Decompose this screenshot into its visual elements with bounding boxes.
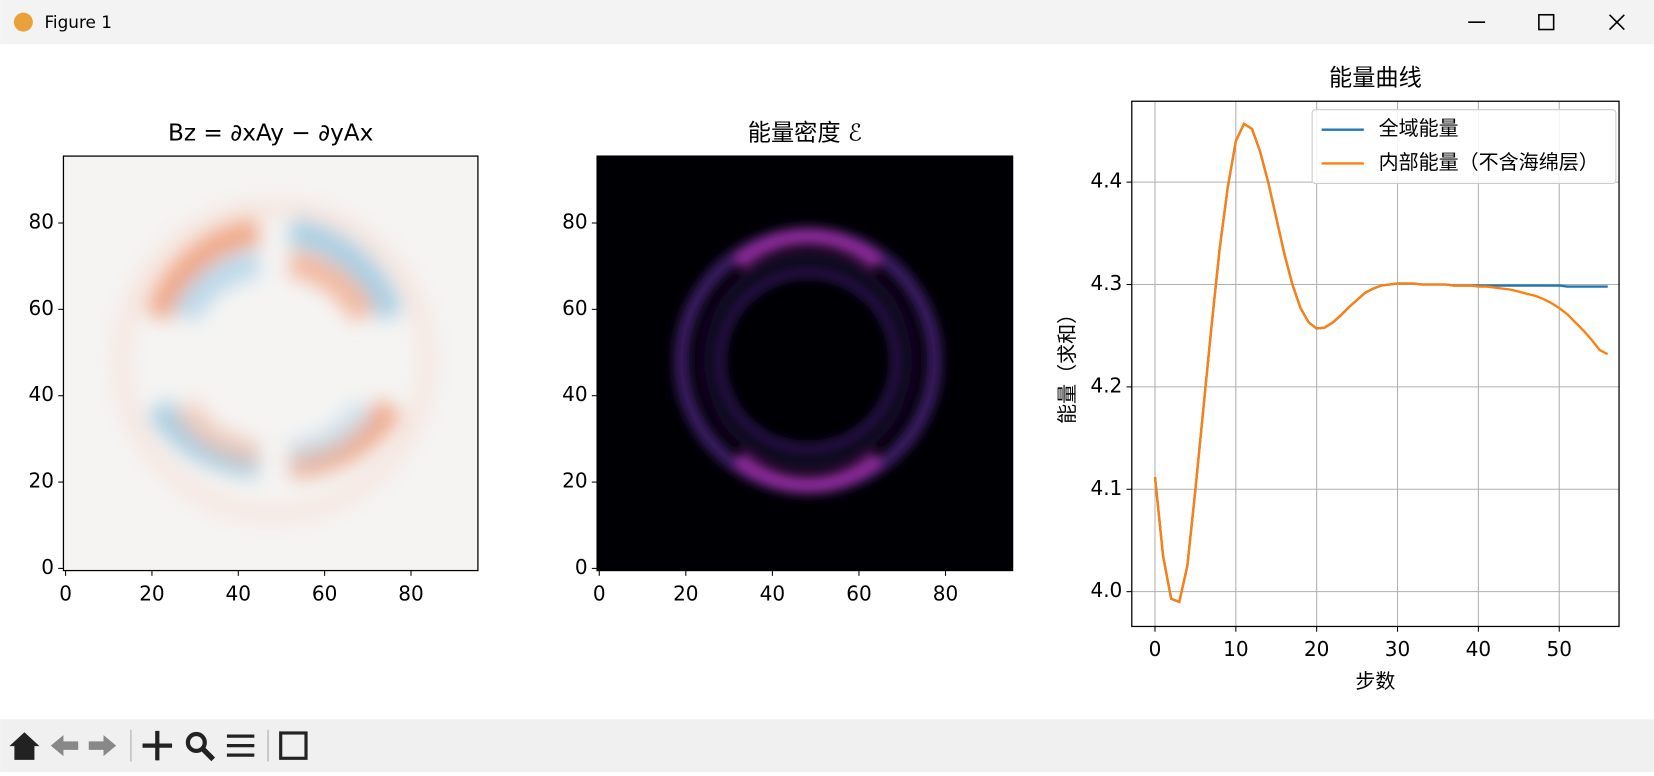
close-button[interactable]	[1608, 14, 1625, 31]
y-tick-label: 40	[28, 382, 53, 406]
axes-frame	[1131, 100, 1620, 628]
zoom-button[interactable]	[185, 731, 207, 754]
axes-title: Bz = ∂xAy − ∂yAx	[168, 119, 373, 146]
axes-title: 能量密度 ℰ	[748, 119, 862, 146]
y-tick-label: 40	[562, 382, 587, 406]
app-icon	[13, 12, 33, 32]
bz-field-image	[63, 156, 478, 571]
pan-button[interactable]	[142, 730, 173, 761]
y-tick-label: 4.2	[1090, 373, 1122, 397]
x-tick-label: 80	[398, 581, 423, 605]
x-tick-label: 30	[1385, 637, 1410, 661]
x-tick-label: 20	[139, 581, 164, 605]
y-tick-label: 80	[28, 210, 53, 234]
axes-title: 能量曲线	[1329, 65, 1422, 92]
x-tick-label: 40	[1466, 637, 1491, 661]
y-tick-label: 20	[562, 469, 587, 493]
toolbar	[0, 719, 1654, 772]
x-tick-label: 20	[673, 581, 698, 605]
toolbar-icons	[9, 730, 308, 762]
x-tick-label: 60	[312, 581, 337, 605]
legend-box	[1311, 109, 1617, 185]
x-tick-label: 0	[59, 581, 72, 605]
window-title: Figure 1	[44, 12, 112, 32]
x-tick-label: 40	[226, 581, 251, 605]
y-tick-label: 60	[562, 296, 587, 320]
x-tick-label: 80	[933, 581, 958, 605]
x-tick-label: 40	[760, 581, 785, 605]
x-tick-label: 0	[1149, 637, 1162, 661]
axes-frame	[596, 155, 1014, 572]
y-tick-label: 0	[575, 555, 588, 579]
x-tick-label: 60	[846, 581, 871, 605]
zoom-handle	[200, 746, 216, 762]
forward-button[interactable]	[88, 735, 117, 757]
save-button[interactable]	[279, 731, 308, 760]
back-button[interactable]	[50, 735, 79, 757]
x-tick-label: 50	[1546, 637, 1571, 661]
x-tick-label: 20	[1304, 637, 1329, 661]
legend-label: 内部能量（不含海绵层）	[1379, 150, 1599, 174]
x-axis-label: 步数	[1355, 669, 1395, 693]
title-bar	[0, 0, 1654, 45]
line-series	[1153, 122, 1609, 604]
x-tick-label: 10	[1223, 637, 1248, 661]
home-button[interactable]	[9, 732, 40, 760]
configure-button[interactable]	[226, 734, 255, 757]
legend-label: 全域能量	[1379, 116, 1459, 140]
y-tick-label: 0	[41, 555, 54, 579]
y-tick-label: 60	[28, 296, 53, 320]
y-tick-label: 80	[562, 210, 587, 234]
y-tick-label: 4.1	[1090, 476, 1122, 500]
y-tick-label: 4.0	[1090, 578, 1122, 602]
y-axis-label: 能量（求和）	[1055, 304, 1079, 424]
axes-frame	[62, 155, 479, 572]
energy-density-image	[597, 156, 1013, 571]
y-tick-label: 4.4	[1090, 169, 1122, 193]
x-tick-label: 0	[593, 581, 606, 605]
maximize-button[interactable]	[1538, 13, 1555, 31]
y-tick-label: 20	[28, 469, 53, 493]
y-tick-label: 4.3	[1090, 271, 1122, 295]
